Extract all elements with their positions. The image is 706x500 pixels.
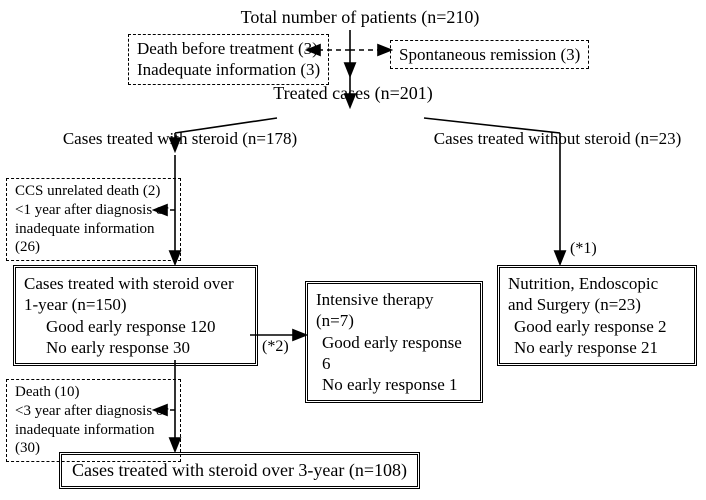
text-intensive-good: Good early response 6	[316, 332, 472, 375]
text-nutrition-title: Nutrition, Endoscopic and Surgery (n=23)	[508, 274, 658, 314]
text-excl-inadequate: Inadequate information (3)	[137, 60, 320, 79]
text-nutrition-no: No early response 21	[508, 337, 686, 358]
text-ccs-inadequate: inadequate information (26)	[15, 221, 155, 256]
node-exclusion-pretreat: Death before treatment (3) Inadequate in…	[128, 34, 329, 85]
text-intensive-no: No early response 1	[316, 374, 472, 395]
node-treated: Treated cases (n=201)	[263, 82, 443, 105]
node-steroid-1year: Cases treated with steroid over 1-year (…	[13, 265, 258, 366]
text-intensive-title: Intensive therapy (n=7)	[316, 290, 434, 330]
node-exclusion-remission: Spontaneous remission (3)	[390, 40, 589, 69]
text-steroid1y-good: Good early response 120	[24, 316, 247, 337]
text-steroid1y-title: Cases treated with steroid over 1-year (…	[24, 274, 234, 314]
text-ccs-death: CCS unrelated death (2)	[15, 183, 160, 199]
text-spont-remission: Spontaneous remission (3)	[399, 45, 580, 64]
node-intensive: Intensive therapy (n=7) Good early respo…	[305, 281, 483, 403]
text-ccs-lt1y: <1 year after diagnosis or	[15, 202, 168, 218]
node-steroid-3year: Cases treated with steroid over 3-year (…	[59, 452, 420, 489]
text-death10: Death (10)	[15, 384, 80, 400]
node-branch-steroid: Cases treated with steroid (n=178)	[40, 128, 320, 149]
node-total: Total number of patients (n=210)	[210, 6, 510, 29]
note-star1: (*1)	[570, 240, 597, 258]
node-branch-nosteroid: Cases treated without steroid (n=23)	[415, 128, 700, 149]
text-steroid1y-no: No early response 30	[24, 337, 247, 358]
node-exclusion-3y: Death (10) <3 year after diagnosis or in…	[6, 379, 181, 462]
node-exclusion-ccs: CCS unrelated death (2) <1 year after di…	[6, 178, 181, 261]
node-nutrition: Nutrition, Endoscopic and Surgery (n=23)…	[497, 265, 697, 366]
text-nutrition-good: Good early response 2	[508, 316, 686, 337]
text-excl-death-pretreat: Death before treatment (3)	[137, 39, 318, 58]
text-lt3y: <3 year after diagnosis or	[15, 403, 168, 419]
note-star2: (*2)	[262, 338, 289, 356]
